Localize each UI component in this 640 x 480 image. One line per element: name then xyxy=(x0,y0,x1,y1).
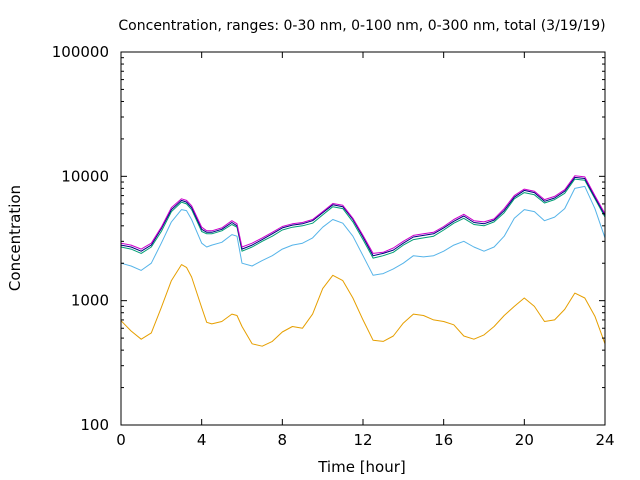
x-tick-label: 4 xyxy=(197,431,207,449)
series-line-1 xyxy=(120,264,606,347)
y-tick-label: 10000 xyxy=(61,167,109,185)
y-tick-label: 100000 xyxy=(52,43,109,61)
x-tick-label: 8 xyxy=(278,431,288,449)
y-axis-label: Concentration xyxy=(6,185,24,291)
series-line-4 xyxy=(120,176,606,257)
x-tick-label: 12 xyxy=(353,431,372,449)
y-tick-label: 100 xyxy=(80,416,109,434)
series-layer xyxy=(120,175,606,347)
series-line-2 xyxy=(120,185,606,276)
series-line-3 xyxy=(120,178,606,259)
chart-title: Concentration, ranges: 0-30 nm, 0-100 nm… xyxy=(118,18,605,34)
plot-frame xyxy=(120,51,606,426)
ticks-layer: 0 4 8 12 16 20 24 100 1000 10000 100000 xyxy=(52,43,615,449)
x-tick-label: 20 xyxy=(515,431,534,449)
x-tick-label: 0 xyxy=(116,431,126,449)
series-line-5 xyxy=(120,175,606,254)
x-tick-label: 16 xyxy=(434,431,453,449)
x-tick-label: 24 xyxy=(595,431,614,449)
y-tick-label: 1000 xyxy=(71,292,109,310)
x-axis-label: Time [hour] xyxy=(317,458,406,476)
